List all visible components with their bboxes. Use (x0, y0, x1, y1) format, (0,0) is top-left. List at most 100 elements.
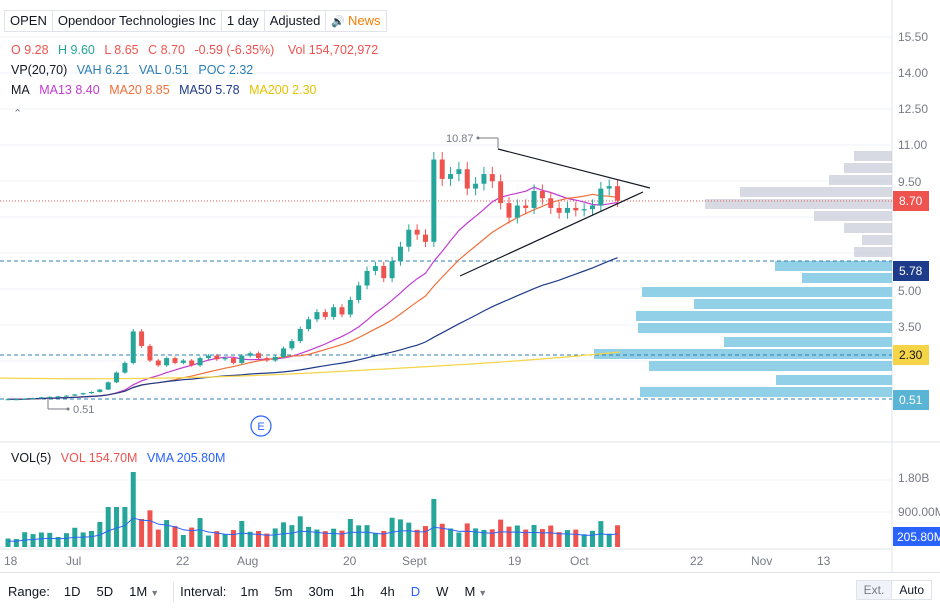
price-tick: 5.00 (898, 284, 922, 298)
vma-value: VMA 205.80M (146, 451, 226, 465)
ma200-line (0, 351, 621, 380)
val-badge-text: 0.51 (899, 393, 923, 407)
vma-badge-text: 205.80M (897, 530, 940, 544)
candle-body (331, 307, 337, 317)
candle-body (13, 399, 19, 401)
volume-bar (489, 529, 495, 547)
interval-label[interactable]: 1 day (221, 10, 265, 32)
time-tick: 20 (343, 554, 357, 568)
volume-bar (573, 529, 579, 547)
candle-body (481, 174, 487, 184)
volume-bar (314, 529, 320, 547)
time-tick: Nov (751, 554, 772, 568)
volume-bar (247, 531, 253, 547)
last-price-badge (893, 191, 929, 211)
candle-body (30, 398, 36, 400)
volume-bar (331, 528, 337, 547)
candle-body (97, 389, 103, 392)
volume-profile-bar (640, 387, 892, 397)
low-label: 0.51 (73, 404, 94, 416)
candle-body (247, 353, 253, 356)
range-1m[interactable]: 1M ▼ (121, 584, 167, 599)
volume-bar (197, 518, 203, 547)
volume-bar (230, 530, 236, 547)
ma-name: MA (11, 83, 30, 97)
volume-bar (548, 525, 554, 547)
volume-bar (30, 534, 36, 547)
vma-badge (893, 527, 940, 546)
bottom-toolbar: Range: 1D 5D 1M ▼ Interval: 1m 5m 30m 1h … (0, 572, 940, 610)
interval-5m[interactable]: 5m (274, 584, 293, 599)
candle-body (498, 181, 504, 204)
ext-button[interactable]: Ext. (855, 580, 893, 600)
earnings-marker[interactable]: E (250, 415, 272, 437)
volume-profile-bar (775, 261, 892, 271)
interval-1h[interactable]: 1h (349, 584, 365, 599)
candle-body (598, 188, 604, 206)
volume-bar (13, 539, 19, 547)
candle-body (590, 205, 595, 210)
range-1d[interactable]: 1D (63, 584, 81, 599)
volume-bar (406, 522, 412, 547)
volume-bar (615, 525, 621, 547)
interval-m[interactable]: M ▼ (456, 584, 495, 599)
candle-body (264, 358, 270, 361)
ma-legend[interactable]: MA MA13 8.40 MA20 8.85 MA50 5.78 MA200 2… (11, 83, 323, 97)
earnings-label: E (257, 421, 264, 433)
volume-profile-bar (638, 323, 892, 333)
time-tick: 22 (176, 554, 190, 568)
volume-tick: 900.00M (898, 505, 940, 519)
candle-body (289, 341, 295, 349)
candle-body (581, 209, 587, 211)
volume-bar (239, 521, 245, 547)
candle-body (556, 207, 562, 213)
news-button[interactable]: 🔊 News (326, 10, 387, 32)
candle-body (139, 331, 145, 346)
candle-body (489, 174, 495, 182)
candle-body (473, 183, 479, 189)
volume-bar (423, 526, 428, 547)
volume-bar (498, 519, 504, 547)
interval-4h[interactable]: 4h (380, 584, 395, 599)
ma200-badge (893, 345, 929, 365)
volume-profile-bar (636, 311, 892, 321)
volume-axis: 1.80B 900.00M (898, 471, 940, 519)
candle-body (306, 319, 312, 330)
interval-d[interactable]: D (410, 584, 421, 599)
interval-w[interactable]: W (436, 584, 449, 599)
high-value: H 9.60 (58, 43, 95, 57)
volume-legend[interactable]: VOL(5) VOL 154.70M VMA 205.80M (11, 451, 231, 465)
moving-averages (0, 186, 621, 400)
auto-scale-button[interactable]: Auto (892, 580, 932, 600)
candle-body (180, 360, 186, 363)
price-axis: 15.50 14.00 12.50 11.00 9.50 5.00 3.50 (898, 30, 928, 334)
volume-bar (289, 525, 295, 547)
volume-bar (523, 529, 529, 547)
volume-bar (281, 522, 287, 547)
volume-bar (256, 531, 261, 547)
volume-bar (5, 538, 11, 547)
interval-1m[interactable]: 1m (240, 584, 259, 599)
volume-bar (130, 472, 136, 547)
vp-legend[interactable]: VP(20,70) VAH 6.21 VAL 0.51 POC 2.32 (11, 63, 259, 77)
price-tick: 11.00 (898, 138, 927, 152)
symbol-ticker[interactable]: OPEN (4, 10, 53, 32)
volume-bar (63, 533, 69, 547)
candle-body (72, 394, 78, 396)
candle-body (172, 358, 178, 363)
candle-body (397, 246, 403, 262)
volume-bar (339, 530, 345, 547)
candle-body (339, 307, 345, 315)
price-tick: 9.50 (898, 175, 922, 189)
candle-body (406, 229, 412, 247)
adjustment-label[interactable]: Adjusted (264, 10, 327, 32)
candle-body (5, 399, 11, 401)
volume-bar (38, 532, 44, 547)
ma200-badge-text: 2.30 (899, 348, 923, 362)
price-badges: 8.70 5.78 2.30 0.51 (893, 191, 929, 410)
price-chart[interactable]: 10.87 0.51 E 15.50 14.00 12.50 11.00 9.5… (0, 0, 940, 572)
ohlc-legend: O 9.28 H 9.60 L 8.65 C 8.70 -0.59 (-6.35… (11, 43, 384, 57)
collapse-legend-icon[interactable]: ⌃ (13, 108, 23, 120)
range-5d[interactable]: 5D (96, 584, 114, 599)
interval-30m[interactable]: 30m (308, 584, 334, 599)
